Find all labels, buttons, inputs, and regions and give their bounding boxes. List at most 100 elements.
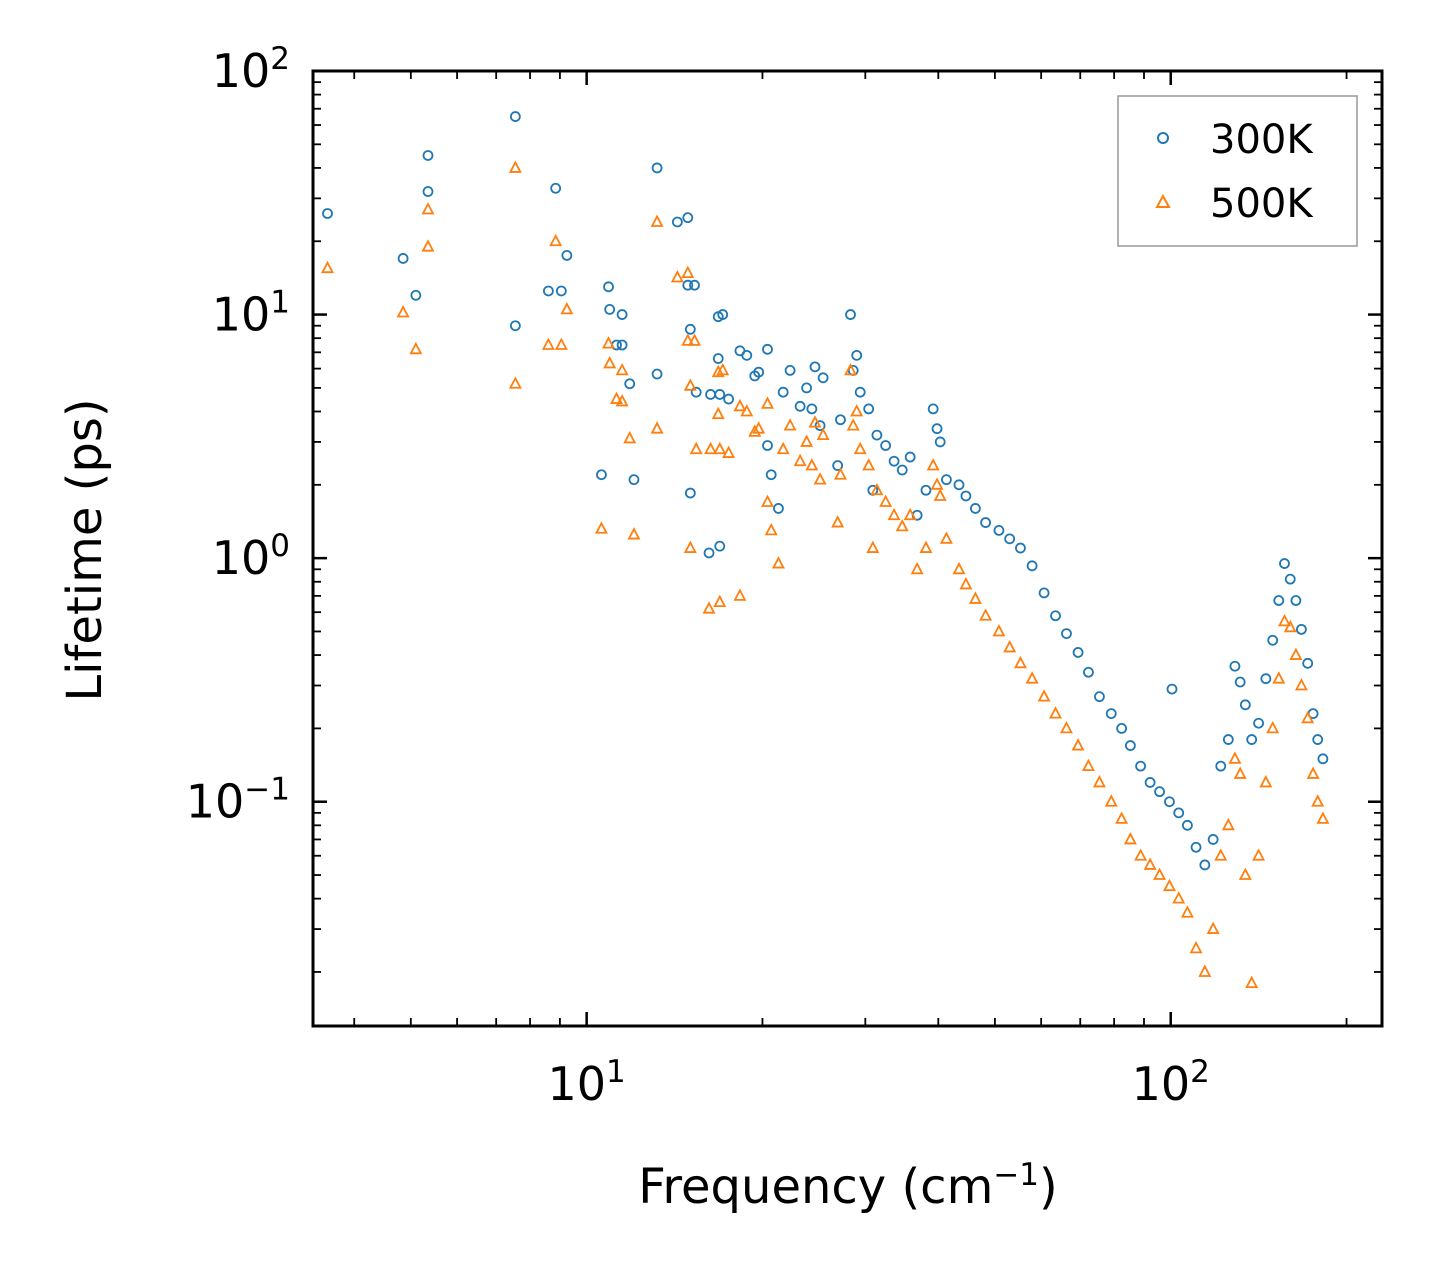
point-300k: [705, 389, 716, 400]
legend: 300K 500K: [1117, 95, 1358, 247]
point-300k: [920, 484, 932, 496]
y-tick-label: 101: [212, 285, 290, 342]
point-500k: [1214, 848, 1228, 861]
point-300k: [1260, 673, 1272, 685]
point-300k: [993, 524, 1005, 536]
point-500k: [711, 364, 725, 378]
point-500k: [1206, 921, 1220, 934]
legend-marker-500k: [1155, 193, 1171, 208]
point-500k: [808, 415, 822, 428]
x-tick-label: 102: [1132, 1054, 1210, 1111]
point-500k: [1233, 766, 1247, 779]
point-300k: [1072, 647, 1084, 658]
point-500k: [713, 594, 727, 607]
point-300k: [762, 440, 773, 451]
point-300k: [814, 420, 826, 432]
point-300k: [934, 436, 946, 448]
point-500k: [1134, 848, 1148, 861]
legend-label-500k: 500K: [1210, 181, 1314, 227]
point-500k: [952, 561, 966, 575]
point-500k: [1221, 817, 1235, 831]
point-500k: [1301, 710, 1315, 724]
tick-labels: 101 102 102 101 100 10−1: [186, 41, 1210, 1111]
point-300k: [941, 474, 952, 486]
point-300k: [1015, 542, 1026, 554]
data-points: [321, 111, 1330, 989]
point-300k: [931, 423, 943, 435]
point-500k: [910, 561, 924, 575]
point-300k: [806, 403, 818, 415]
point-500k: [831, 515, 845, 528]
point-500k: [939, 531, 953, 544]
point-500k: [421, 202, 435, 215]
point-500k: [409, 341, 423, 355]
point-500k: [783, 418, 797, 431]
point-300k: [723, 393, 735, 405]
point-500k: [683, 540, 697, 553]
point-500k: [930, 477, 944, 490]
point-300k: [596, 469, 607, 481]
point-500k: [1228, 751, 1242, 764]
point-500k: [1049, 706, 1063, 719]
point-500k: [764, 522, 778, 536]
point-500k: [549, 233, 563, 247]
point-500k: [903, 507, 917, 521]
axis-ticks: [313, 69, 1382, 1026]
point-300k: [1061, 628, 1072, 640]
y-axis-label: Lifetime (ps): [57, 398, 113, 701]
point-300k: [1135, 760, 1146, 772]
point-300k: [1026, 560, 1038, 572]
point-500k: [761, 494, 774, 507]
point-300k: [1094, 691, 1105, 703]
point-300k: [888, 455, 900, 467]
point-300k: [703, 547, 715, 559]
point-300k: [1253, 717, 1264, 729]
point-300k: [1284, 573, 1296, 585]
x-tick-label: 101: [548, 1054, 626, 1111]
point-500k: [1003, 639, 1017, 653]
point-500k: [1071, 738, 1085, 751]
point-500k: [1245, 975, 1259, 989]
point-500k: [716, 362, 730, 376]
point-300k: [980, 517, 992, 528]
point-300k: [690, 386, 702, 398]
point-300k: [832, 460, 844, 471]
point-300k: [927, 403, 939, 415]
point-500k: [870, 482, 884, 496]
point-500k: [650, 214, 664, 227]
point-500k: [421, 239, 435, 252]
point-300k: [953, 479, 965, 491]
legend-marker-300k: [1157, 132, 1169, 144]
point-300k: [684, 487, 696, 499]
point-500k: [1180, 905, 1194, 918]
point-500k: [1162, 878, 1176, 892]
y-tick-label: 100: [212, 528, 290, 585]
point-500k: [1278, 613, 1291, 627]
point-500k: [816, 427, 830, 441]
point-300k: [880, 440, 892, 451]
point-300k: [1296, 623, 1307, 635]
point-300k: [689, 279, 700, 291]
point-500k: [1238, 867, 1252, 880]
point-500k: [1316, 811, 1330, 824]
point-500k: [1081, 758, 1095, 772]
series-500k: [321, 160, 1330, 989]
point-300k: [1273, 595, 1285, 606]
point-300k: [651, 162, 663, 174]
point-500k: [1266, 720, 1280, 734]
point-500k: [761, 396, 774, 409]
point-500k: [541, 337, 555, 350]
point-300k: [1154, 786, 1165, 798]
point-500k: [1252, 848, 1266, 861]
point-300k: [1166, 683, 1178, 695]
point-300k: [1050, 610, 1061, 622]
point-500k: [895, 518, 909, 532]
point-500k: [321, 260, 334, 274]
point-300k: [854, 386, 866, 398]
point-300k: [794, 400, 806, 412]
point-500k: [1092, 774, 1106, 788]
point-300k: [714, 540, 726, 552]
point-500k: [1115, 811, 1129, 824]
y-tick-label: 10−1: [186, 772, 290, 829]
point-300k: [851, 349, 863, 361]
